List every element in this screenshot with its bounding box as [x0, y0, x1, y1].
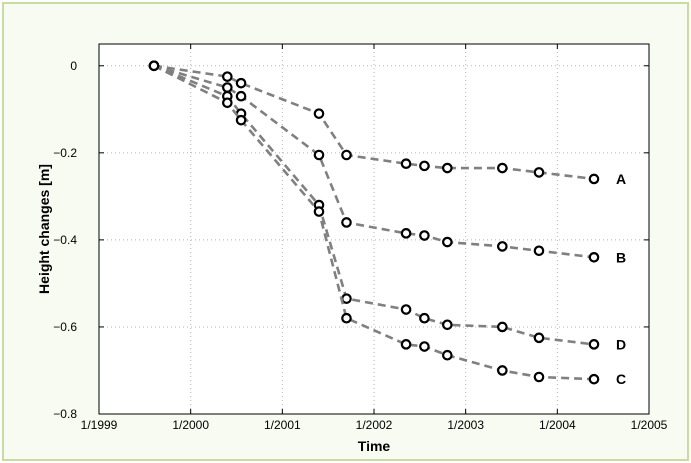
data-point [588, 339, 600, 350]
x-tick-label: 1/2005 [631, 418, 668, 432]
data-point [313, 206, 325, 217]
data-point [235, 77, 247, 89]
y-tick-label: −0.8 [53, 407, 77, 421]
series-C: C [148, 60, 626, 387]
y-tick-label: −0.2 [53, 146, 77, 160]
data-point [442, 319, 453, 331]
data-point [419, 312, 430, 324]
data-point [442, 349, 453, 361]
data-point [533, 332, 545, 344]
data-point [588, 251, 600, 263]
series-label: B [616, 249, 626, 265]
x-tick-label: 1/2002 [356, 418, 393, 432]
data-point [400, 158, 412, 170]
data-point [533, 371, 545, 383]
data-point [235, 114, 247, 126]
series-group: A B D C [148, 60, 626, 387]
data-point [313, 108, 325, 119]
data-point [419, 341, 430, 352]
y-tick-label: 0 [70, 59, 77, 73]
data-point [341, 217, 352, 228]
data-point [497, 162, 508, 174]
data-point [497, 365, 508, 376]
data-point [400, 228, 412, 239]
data-point [222, 82, 233, 93]
data-point [400, 304, 412, 315]
data-point [442, 236, 453, 248]
data-point [222, 71, 233, 82]
data-point [497, 241, 508, 252]
data-point [419, 160, 430, 172]
grid [99, 44, 649, 414]
x-tick-label: 1/2000 [172, 418, 209, 432]
y-tick-label: −0.6 [53, 320, 77, 334]
x-axis-title: Time [358, 438, 391, 454]
data-point [533, 167, 545, 178]
data-point [442, 162, 453, 174]
data-point [400, 339, 412, 350]
y-axis-title: Height changes [m] [36, 164, 52, 294]
x-tick-label: 1/2004 [539, 418, 576, 432]
data-point [533, 245, 545, 257]
series-label: A [616, 171, 626, 187]
ticks: 1/1999 1/2000 1/2001 1/2002 1/2003 1/2004 1/20… [53, 44, 668, 432]
height-change-chart: A B D C 1/1999 1/2000 1/2001 1/2002 1/2003 1/200… [36, 43, 668, 454]
data-point [341, 293, 352, 304]
series-A: A [148, 60, 626, 187]
x-tick-label: 1/2001 [264, 418, 301, 432]
data-point [341, 149, 352, 161]
data-point [419, 230, 430, 241]
y-tick-label: −0.4 [53, 233, 77, 247]
data-point [222, 97, 233, 109]
series-label: D [616, 336, 626, 352]
series-line [153, 64, 595, 381]
x-tick-label: 1/1999 [81, 418, 118, 432]
data-point [148, 60, 160, 72]
series-label: C [616, 371, 626, 387]
data-point [497, 321, 508, 333]
x-tick-label: 1/2003 [447, 418, 484, 432]
data-point [341, 312, 352, 324]
data-point [588, 173, 600, 185]
data-point [313, 149, 325, 161]
series-line [153, 64, 595, 259]
data-point [235, 90, 247, 102]
data-point [588, 373, 600, 385]
